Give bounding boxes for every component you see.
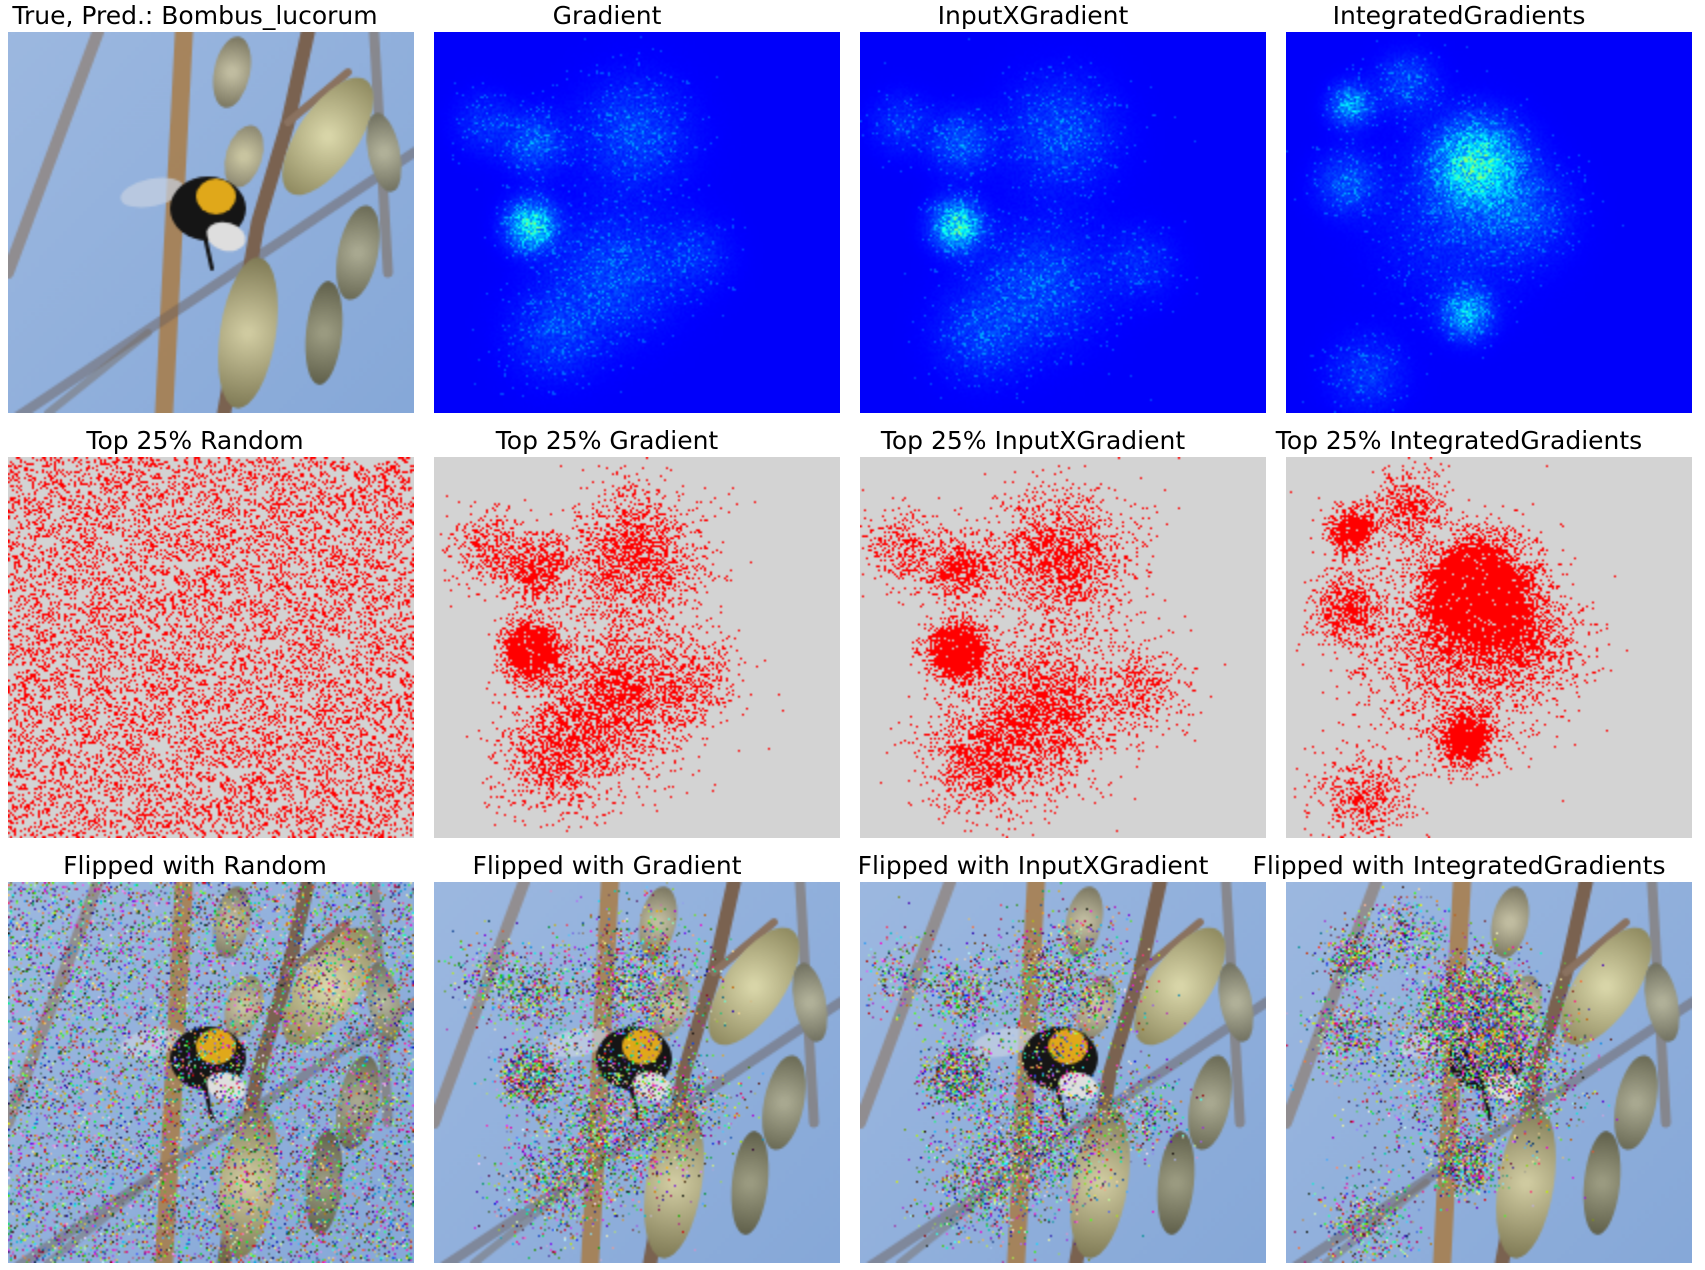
panel-mask-inputxgradient [860, 457, 1266, 838]
panel-mask-random [8, 457, 414, 838]
panel-saliency-integratedgradients [1286, 32, 1692, 413]
title-integratedgradients: IntegratedGradients [1332, 1, 1586, 30]
title-gradient: Gradient [552, 1, 662, 30]
title-top25-inputxgradient: Top 25% InputXGradient [880, 426, 1186, 455]
panel-flipped-gradient [434, 882, 840, 1263]
title-flipped-random: Flipped with Random [63, 851, 327, 880]
flipped-integratedgradients-image [1286, 882, 1692, 1263]
mask-random-image [8, 457, 414, 838]
title-flipped-integratedgradients: Flipped with IntegratedGradients [1252, 851, 1666, 880]
title-top25-integratedgradients: Top 25% IntegratedGradients [1275, 426, 1643, 455]
mask-integratedgradients-image [1286, 457, 1692, 838]
title-flipped-gradient: Flipped with Gradient [472, 851, 742, 880]
panel-photo [8, 32, 414, 413]
flipped-inputxgradient-image [860, 882, 1266, 1263]
saliency-integratedgradients-heatmap [1286, 32, 1692, 413]
saliency-inputxgradient-heatmap [860, 32, 1266, 413]
saliency-gradient-heatmap [434, 32, 840, 413]
panel-mask-integratedgradients [1286, 457, 1692, 838]
panel-mask-gradient [434, 457, 840, 838]
title-top25-random: Top 25% Random [86, 426, 304, 455]
panel-flipped-inputxgradient [860, 882, 1266, 1263]
panel-flipped-integratedgradients [1286, 882, 1692, 1263]
title-inputxgradient: InputXGradient [937, 1, 1129, 30]
panel-saliency-gradient [434, 32, 840, 413]
title-flipped-inputxgradient: Flipped with InputXGradient [857, 851, 1209, 880]
flipped-gradient-image [434, 882, 840, 1263]
title-top25-gradient: Top 25% Gradient [495, 426, 719, 455]
photo-image [8, 32, 414, 413]
mask-gradient-image [434, 457, 840, 838]
panel-flipped-random [8, 882, 414, 1263]
panel-saliency-inputxgradient [860, 32, 1266, 413]
flipped-random-image [8, 882, 414, 1263]
title-original: True, Pred.: Bombus_lucorum [12, 1, 378, 30]
mask-inputxgradient-image [860, 457, 1266, 838]
